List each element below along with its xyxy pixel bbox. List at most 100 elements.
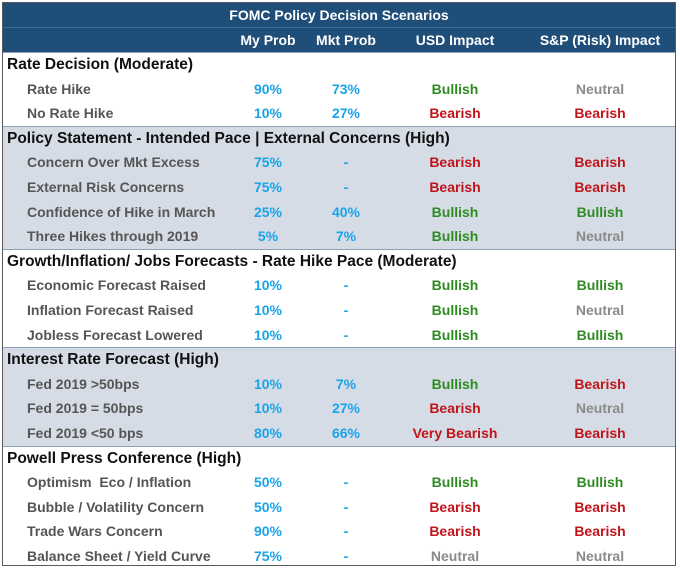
my-prob-cell: 50% <box>253 498 283 515</box>
section-header: Policy Statement - Intended Pace | Exter… <box>3 125 675 151</box>
my-prob-cell: 10% <box>253 326 283 343</box>
usd-impact-cell: Very Bearish <box>412 424 498 441</box>
usd-impact-cell: Bearish <box>429 178 481 195</box>
mkt-prob-cell: - <box>343 301 349 318</box>
scenario-label: Inflation Forecast Raised <box>27 301 194 318</box>
section-title: Growth/Inflation/ Jobs Forecasts - Rate … <box>7 252 457 270</box>
scenario-label: Rate Hike <box>27 80 91 97</box>
my-prob-cell: 10% <box>253 375 283 392</box>
scenario-label: Trade Wars Concern <box>27 523 163 540</box>
mkt-prob-cell: - <box>343 498 349 515</box>
mkt-prob-cell: 7% <box>335 375 357 392</box>
header-usd-impact: USD Impact <box>415 32 495 48</box>
scenario-label: Balance Sheet / Yield Curve <box>27 547 211 564</box>
table-row: Optimism Eco / Inflation 50% - Bullish B… <box>3 470 675 495</box>
usd-impact-cell: Bullish <box>431 301 479 318</box>
table-row: Economic Forecast Raised 10% - Bullish B… <box>3 273 675 298</box>
sp-impact-cell: Bullish <box>576 474 624 491</box>
scenario-label: No Rate Hike <box>27 105 114 122</box>
usd-impact-cell: Bullish <box>431 228 479 245</box>
table-row: Jobless Forecast Lowered 10% - Bullish B… <box>3 322 675 348</box>
scenario-label: Optimism Eco / Inflation <box>27 474 192 491</box>
header-sp-impact: S&P (Risk) Impact <box>539 32 661 48</box>
scenario-label: Jobless Forecast Lowered <box>27 326 203 343</box>
sp-impact-cell: Neutral <box>575 301 625 318</box>
sp-impact-cell: Bearish <box>574 105 626 122</box>
sp-impact-cell: Bearish <box>574 154 626 171</box>
my-prob-cell: 25% <box>253 203 283 220</box>
usd-impact-cell: Bullish <box>431 326 479 343</box>
table-row: Balance Sheet / Yield Curve 75% - Neutra… <box>3 543 675 565</box>
mkt-prob-cell: - <box>343 178 349 195</box>
my-prob-cell: 50% <box>253 474 283 491</box>
table-row: Fed 2019 = 50bps 10% 27% Bearish Neutral <box>3 396 675 421</box>
table-row: Rate Hike 90% 73% Bullish Neutral <box>3 76 675 102</box>
my-prob-cell: 10% <box>253 277 283 294</box>
usd-impact-cell: Bearish <box>429 523 481 540</box>
column-header-row: My Prob Mkt Prob USD Impact S&P (Risk) I… <box>3 27 675 52</box>
section-title: Policy Statement - Intended Pace | Exter… <box>7 129 450 147</box>
my-prob-cell: 80% <box>253 424 283 441</box>
mkt-prob-cell: - <box>343 277 349 294</box>
section-header: Rate Decision (Moderate) <box>3 52 675 77</box>
mkt-prob-cell: 73% <box>331 80 361 97</box>
sp-impact-cell: Bearish <box>574 375 626 392</box>
header-my-prob: My Prob <box>240 32 296 48</box>
scenario-label: Three Hikes through 2019 <box>27 228 199 245</box>
table-row: Fed 2019 <50 bps 80% 66% Very Bearish Be… <box>3 420 675 446</box>
sp-impact-cell: Neutral <box>575 80 625 97</box>
scenario-label: Fed 2019 >50bps <box>27 375 140 392</box>
mkt-prob-cell: 66% <box>331 424 361 441</box>
table-title: FOMC Policy Decision Scenarios <box>3 3 675 27</box>
section-header: Growth/Inflation/ Jobs Forecasts - Rate … <box>3 248 675 274</box>
my-prob-cell: 10% <box>253 400 283 417</box>
usd-impact-cell: Bearish <box>429 105 481 122</box>
section-header: Interest Rate Forecast (High) <box>3 347 675 372</box>
usd-impact-cell: Bullish <box>431 375 479 392</box>
scenario-label: Bubble / Volatility Concern <box>27 498 205 515</box>
table-row: Inflation Forecast Raised 10% - Bullish … <box>3 297 675 323</box>
usd-impact-cell: Bearish <box>429 400 481 417</box>
my-prob-cell: 5% <box>257 228 279 245</box>
mkt-prob-cell: 27% <box>331 105 361 122</box>
usd-impact-cell: Bearish <box>429 154 481 171</box>
sp-impact-cell: Bearish <box>574 424 626 441</box>
scenario-label: Confidence of Hike in March <box>27 203 216 220</box>
my-prob-cell: 75% <box>253 154 283 171</box>
table-row: Concern Over Mkt Excess 75% - Bearish Be… <box>3 150 675 175</box>
scenario-label: Fed 2019 = 50bps <box>27 400 144 417</box>
sp-impact-cell: Bearish <box>574 523 626 540</box>
sp-impact-cell: Bullish <box>576 277 624 294</box>
sp-impact-cell: Bearish <box>574 498 626 515</box>
usd-impact-cell: Bullish <box>431 277 479 294</box>
mkt-prob-cell: - <box>343 547 349 564</box>
usd-impact-cell: Neutral <box>430 547 480 564</box>
mkt-prob-cell: - <box>343 523 349 540</box>
my-prob-cell: 10% <box>253 301 283 318</box>
table-row: Fed 2019 >50bps 10% 7% Bullish Bearish <box>3 371 675 397</box>
scenario-label: External Risk Concerns <box>27 178 185 195</box>
table-row: Three Hikes through 2019 5% 7% Bullish N… <box>3 224 675 249</box>
usd-impact-cell: Bullish <box>431 474 479 491</box>
mkt-prob-cell: - <box>343 326 349 343</box>
section-header: Powell Press Conference (High) <box>3 445 675 471</box>
header-mkt-prob: Mkt Prob <box>316 32 376 48</box>
usd-impact-cell: Bullish <box>431 203 479 220</box>
my-prob-cell: 75% <box>253 178 283 195</box>
usd-impact-cell: Bullish <box>431 80 479 97</box>
section-title: Powell Press Conference (High) <box>7 449 242 467</box>
usd-impact-cell: Bearish <box>429 498 481 515</box>
table-row: Bubble / Volatility Concern 50% - Bearis… <box>3 494 675 520</box>
my-prob-cell: 10% <box>253 105 283 122</box>
sp-impact-cell: Neutral <box>575 400 625 417</box>
scenario-label: Fed 2019 <50 bps <box>27 424 144 441</box>
my-prob-cell: 90% <box>253 523 283 540</box>
mkt-prob-cell: - <box>343 474 349 491</box>
section-title: Interest Rate Forecast (High) <box>7 351 219 369</box>
table-row: No Rate Hike 10% 27% Bearish Bearish <box>3 101 675 126</box>
sp-impact-cell: Neutral <box>575 547 625 564</box>
section-title: Rate Decision (Moderate) <box>7 56 194 73</box>
mkt-prob-cell: 27% <box>331 400 361 417</box>
table-row: External Risk Concerns 75% - Bearish Bea… <box>3 174 675 200</box>
